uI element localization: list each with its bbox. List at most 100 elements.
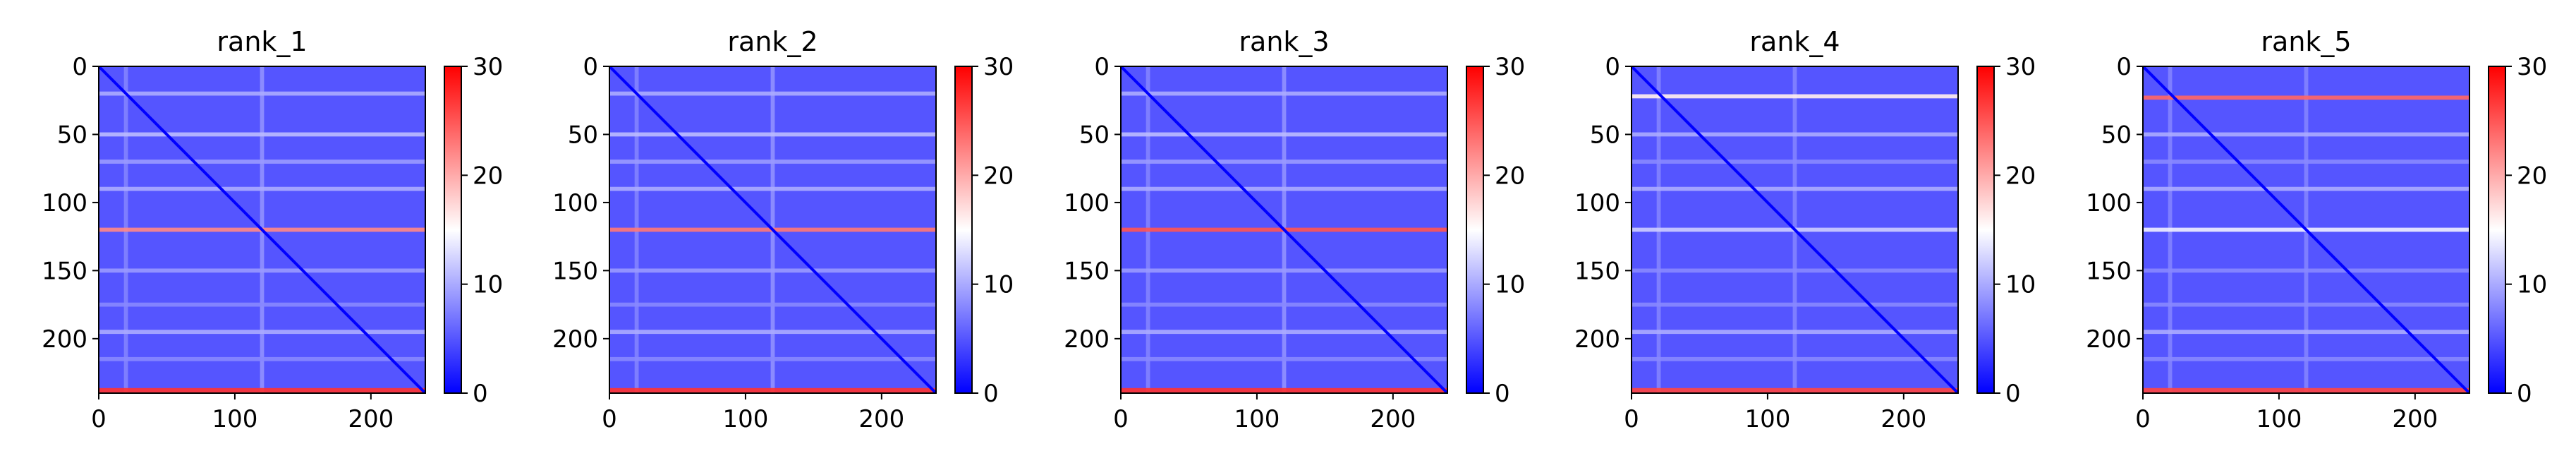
heatmap-horizontal-band bbox=[99, 330, 425, 335]
heatmap-horizontal-band bbox=[609, 160, 936, 164]
colorbar-tick-label: 30 bbox=[473, 53, 503, 81]
y-tick-label: 0 bbox=[1094, 53, 1110, 81]
colorbar-tick-label: 10 bbox=[473, 271, 503, 299]
colorbar bbox=[1466, 66, 1483, 393]
heatmap-horizontal-band bbox=[1632, 132, 1958, 137]
x-tick-label: 0 bbox=[91, 405, 107, 433]
heatmap-panel-4: rank_4 0 50 100 150 200 0 100 200 0 10 20 30 bbox=[1574, 26, 2036, 433]
heatmap-horizontal-band bbox=[1121, 356, 1447, 361]
heatmap-horizontal-band bbox=[1632, 186, 1958, 191]
heatmap-horizontal-band bbox=[1121, 268, 1447, 273]
heatmap-panel-5: rank_5 0 50 100 150 200 0 100 200 0 10 20 30 bbox=[2086, 26, 2547, 433]
heatmap-horizontal-band bbox=[2143, 132, 2469, 137]
colorbar-tick-label: 20 bbox=[2517, 162, 2547, 190]
axes-frame bbox=[1120, 66, 1448, 394]
colorbar-tick-label: 10 bbox=[2005, 271, 2036, 299]
heatmap-horizontal-band bbox=[99, 387, 425, 393]
heatmap-image bbox=[99, 66, 425, 393]
heatmap-horizontal-band bbox=[609, 268, 936, 273]
heatmap-horizontal-band bbox=[99, 160, 425, 164]
heatmap-horizontal-band bbox=[2143, 268, 2469, 273]
y-tick-label: 100 bbox=[1064, 189, 1110, 217]
x-tick-label: 100 bbox=[1234, 405, 1280, 433]
heatmap-horizontal-band bbox=[2143, 160, 2469, 164]
y-tick-label: 100 bbox=[552, 189, 598, 217]
x-tick-label: 200 bbox=[348, 405, 394, 433]
x-tick-label: 200 bbox=[1881, 405, 1926, 433]
x-tick-label: 200 bbox=[858, 405, 904, 433]
x-tick-label: 200 bbox=[2392, 405, 2438, 433]
heatmap-horizontal-band bbox=[1632, 94, 1958, 99]
heatmap-horizontal-band bbox=[1632, 387, 1958, 393]
y-tick-label: 100 bbox=[2086, 189, 2132, 217]
heatmap-horizontal-band bbox=[1632, 302, 1958, 307]
heatmap-horizontal-band bbox=[1632, 356, 1958, 361]
y-tick-label: 150 bbox=[42, 257, 87, 285]
x-tick-label: 100 bbox=[1744, 405, 1790, 433]
heatmap-horizontal-band bbox=[1121, 91, 1447, 96]
y-tick-label: 50 bbox=[1079, 121, 1110, 149]
heatmap-diagonal bbox=[1121, 66, 1447, 393]
heatmap-image bbox=[609, 66, 936, 393]
y-tick-label: 0 bbox=[583, 53, 598, 81]
colorbar-tick-label: 30 bbox=[2005, 53, 2036, 81]
colorbar-frame bbox=[1976, 66, 1995, 394]
heatmap-horizontal-band bbox=[1632, 160, 1958, 164]
heatmap-diagonal bbox=[1632, 66, 1958, 393]
heatmap-horizontal-band bbox=[1121, 160, 1447, 164]
heatmap-horizontal-band bbox=[2143, 356, 2469, 361]
heatmap-horizontal-band bbox=[1121, 330, 1447, 335]
y-tick-label: 100 bbox=[42, 189, 87, 217]
panel-title: rank_1 bbox=[217, 26, 307, 57]
heatmap-diagonal bbox=[99, 66, 425, 393]
colorbar-frame bbox=[444, 66, 462, 394]
colorbar bbox=[2489, 66, 2505, 393]
colorbar-tick-label: 10 bbox=[1495, 271, 1525, 299]
heatmap-horizontal-band bbox=[609, 302, 936, 307]
colorbar bbox=[444, 66, 461, 393]
colorbar-tick-label: 0 bbox=[1495, 380, 1510, 408]
heatmap-horizontal-band bbox=[1121, 302, 1447, 307]
y-tick-label: 150 bbox=[2086, 257, 2132, 285]
heatmap-horizontal-band bbox=[1632, 330, 1958, 335]
x-tick-label: 0 bbox=[602, 405, 617, 433]
heatmap-horizontal-band bbox=[2143, 302, 2469, 307]
x-tick-label: 100 bbox=[722, 405, 768, 433]
heatmap-horizontal-band bbox=[1121, 186, 1447, 191]
heatmap-diagonal bbox=[609, 66, 936, 393]
y-tick-label: 50 bbox=[2101, 121, 2132, 149]
x-tick-label: 100 bbox=[212, 405, 257, 433]
heatmap-image bbox=[2143, 66, 2469, 393]
axes-frame bbox=[609, 66, 937, 394]
colorbar-tick-label: 30 bbox=[983, 53, 1014, 81]
colorbar-tick-label: 0 bbox=[983, 380, 999, 408]
x-tick-label: 100 bbox=[2256, 405, 2302, 433]
panel-title: rank_4 bbox=[1749, 26, 1840, 57]
heatmap-horizontal-band bbox=[1632, 268, 1958, 273]
heatmap-horizontal-band bbox=[609, 186, 936, 191]
y-tick-label: 0 bbox=[72, 53, 87, 81]
heatmap-horizontal-band bbox=[99, 268, 425, 273]
heatmap-horizontal-band bbox=[609, 356, 936, 361]
colorbar-tick-label: 20 bbox=[2005, 162, 2036, 190]
heatmap-horizontal-band bbox=[99, 186, 425, 191]
panel-title: rank_5 bbox=[2261, 26, 2351, 57]
y-tick-label: 150 bbox=[1574, 257, 1620, 285]
colorbar bbox=[955, 66, 972, 393]
heatmap-horizontal-band bbox=[1121, 387, 1447, 393]
y-tick-label: 0 bbox=[2116, 53, 2132, 81]
colorbar-frame bbox=[2488, 66, 2506, 394]
colorbar bbox=[1977, 66, 1994, 393]
heatmap-horizontal-band bbox=[99, 302, 425, 307]
y-tick-label: 50 bbox=[57, 121, 87, 149]
y-tick-label: 150 bbox=[1064, 257, 1110, 285]
x-tick-label: 0 bbox=[1624, 405, 1639, 433]
colorbar-tick-label: 20 bbox=[473, 162, 503, 190]
y-tick-label: 200 bbox=[42, 325, 87, 354]
x-tick-label: 0 bbox=[1113, 405, 1129, 433]
heatmap-horizontal-band bbox=[2143, 95, 2469, 100]
heatmap-horizontal-band bbox=[609, 132, 936, 137]
heatmap-horizontal-band bbox=[99, 132, 425, 137]
heatmap-horizontal-band bbox=[99, 356, 425, 361]
